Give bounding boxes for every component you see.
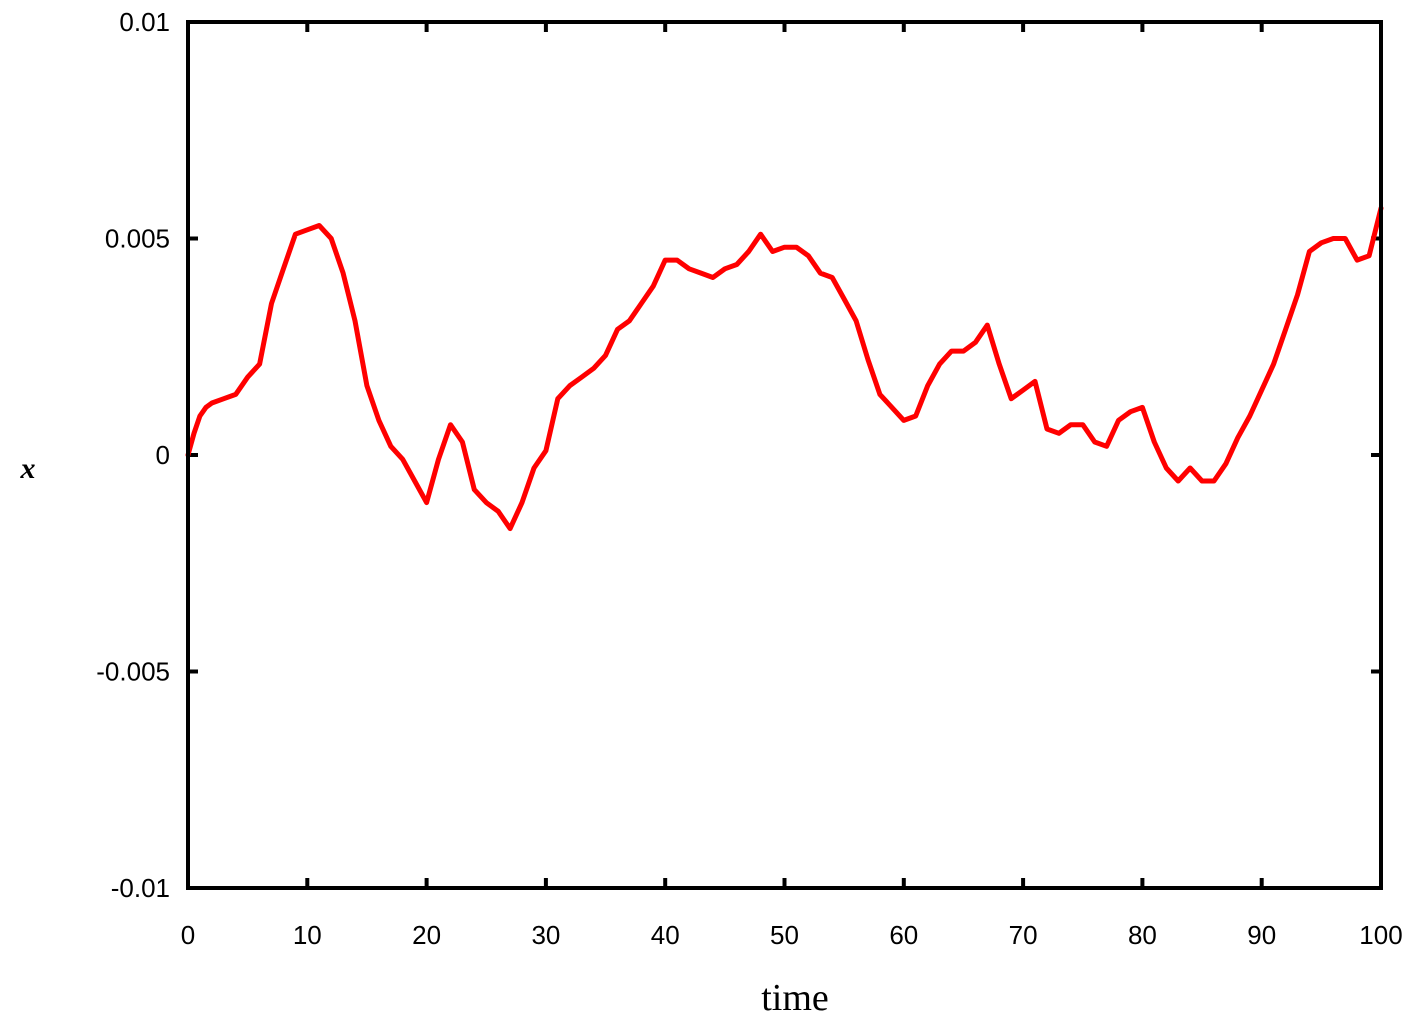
x-tick-label: 60 [889, 920, 918, 950]
x-axis-title: time [761, 977, 829, 1019]
x-tick-label: 50 [770, 920, 799, 950]
y-tick-label: 0.01 [119, 7, 170, 37]
axis-ticks [186, 20, 1383, 890]
y-tick-labels: -0.01 -0.005 0 0.005 0.01 [96, 7, 170, 903]
x-tick-label: 80 [1128, 920, 1157, 950]
x-tick-labels: 0 10 20 30 40 50 60 70 80 90 100 [181, 920, 1403, 950]
x-tick-label: 100 [1359, 920, 1402, 950]
x-tick-label: 0 [181, 920, 195, 950]
x-tick-label: 40 [651, 920, 680, 950]
y-tick-label: -0.005 [96, 657, 170, 687]
plot-frame [186, 20, 1383, 890]
y-tick-label: -0.01 [111, 873, 170, 903]
y-tick-label: 0 [156, 440, 170, 470]
x-tick-label: 10 [293, 920, 322, 950]
x-tick-label: 70 [1009, 920, 1038, 950]
x-tick-label: 20 [412, 920, 441, 950]
x-tick-label: 90 [1247, 920, 1276, 950]
y-axis-title: x [20, 452, 36, 485]
y-tick-label: 0.005 [105, 224, 170, 254]
x-tick-label: 30 [531, 920, 560, 950]
series-line [185, 205, 1384, 532]
